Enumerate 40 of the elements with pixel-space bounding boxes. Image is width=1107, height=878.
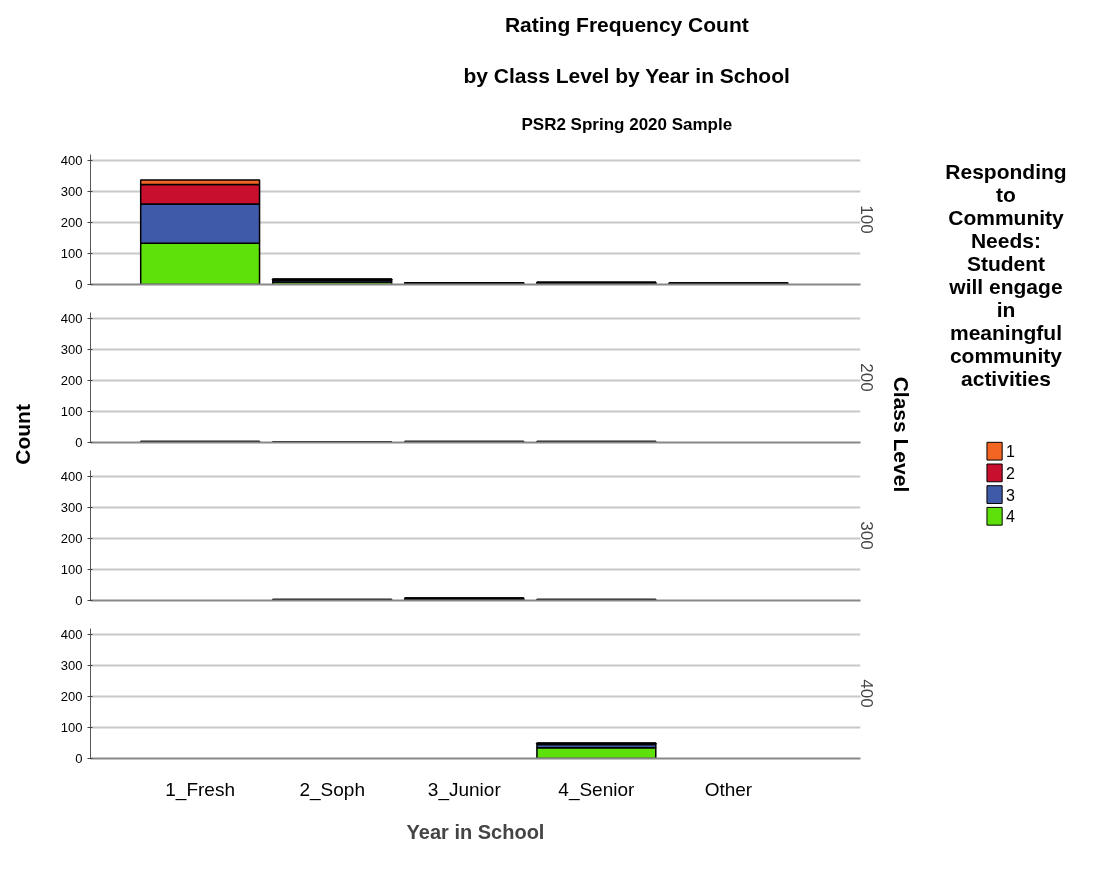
y-tick-label: 100 bbox=[60, 246, 83, 262]
y-tick-label: 200 bbox=[60, 689, 83, 705]
x-tick-label: 3_Junior bbox=[427, 778, 502, 801]
legend-label: 3 bbox=[1005, 486, 1015, 504]
y-tick-label: 200 bbox=[60, 215, 83, 231]
y-tick-label: 300 bbox=[60, 500, 83, 516]
y-tick-label: 0 bbox=[75, 277, 83, 292]
legend-label: 4 bbox=[1005, 508, 1015, 526]
x-tick-label: Other bbox=[704, 778, 753, 800]
y2-axis-title: 400 bbox=[856, 679, 876, 708]
x-tick-label: 2_Soph bbox=[299, 778, 365, 801]
y-tick-label: 300 bbox=[60, 658, 83, 674]
text: Class Level bbox=[889, 376, 913, 493]
y2-axis-title: 300 bbox=[856, 521, 876, 550]
text: Responding to Community Needs: Student will engage in meaningful community activities bbox=[945, 160, 1067, 391]
legend-label: 2 bbox=[1005, 464, 1015, 482]
y-tick-label: 400 bbox=[60, 469, 83, 485]
y-tick-label: 0 bbox=[75, 751, 83, 766]
y-tick-label: 400 bbox=[60, 311, 83, 327]
y-tick-label: 100 bbox=[60, 562, 83, 578]
x-tick-label: 1_Fresh bbox=[165, 778, 235, 801]
y-tick-label: 300 bbox=[60, 184, 83, 200]
y-tick-label: 400 bbox=[60, 153, 83, 169]
y-tick-label: 0 bbox=[75, 435, 83, 450]
x-tick-label: 4_Senior bbox=[558, 778, 636, 801]
x-axis-title: Year in School bbox=[406, 820, 545, 843]
y-tick-label: 400 bbox=[60, 627, 83, 643]
y2-axis-title: 100 bbox=[856, 205, 876, 234]
chart-subtitle: by Class Level by Year in School bbox=[463, 63, 790, 87]
y-tick-label: 200 bbox=[60, 373, 83, 389]
y-tick-label: 300 bbox=[60, 342, 83, 358]
y-tick-label: 100 bbox=[60, 404, 83, 420]
chart-title: Rating Frequency Count bbox=[504, 12, 749, 36]
text: PSR2 Spring 2020 Sample bbox=[521, 114, 733, 134]
y-tick-label: 100 bbox=[60, 720, 83, 736]
y-tick-label: 0 bbox=[75, 593, 83, 608]
y2-axis-title: 200 bbox=[856, 363, 876, 392]
legend-label: 1 bbox=[1005, 443, 1015, 461]
y-tick-label: 200 bbox=[60, 531, 83, 547]
y-axis-title: Count bbox=[10, 404, 34, 465]
